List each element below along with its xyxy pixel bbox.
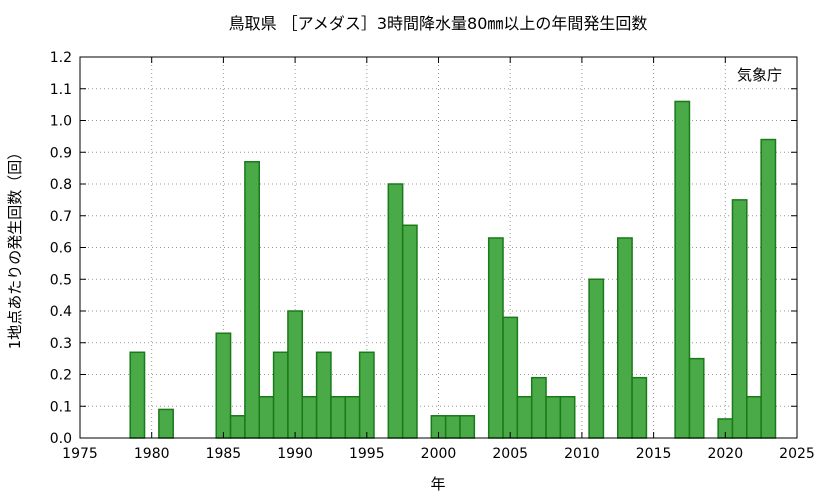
- bar-2008: [545, 395, 562, 439]
- bar-2006: [516, 395, 533, 439]
- y-tick-label: 0.0: [50, 431, 72, 447]
- bar-2005: [502, 316, 519, 439]
- bar-2014: [631, 376, 648, 439]
- bar-2022: [746, 395, 762, 439]
- y-tick-label: 1.1: [50, 82, 72, 98]
- x-tick-label: 1995: [349, 446, 385, 462]
- x-tick-labels: 1975 1980 1985 1990 1995 2000 2005 2010 2015 2020…: [62, 446, 815, 462]
- x-tick-label: 1980: [134, 446, 170, 462]
- y-tick-label: 0.5: [50, 272, 72, 288]
- bar-1995: [358, 351, 375, 439]
- chart-title: 鳥取県 ［アメダス］3時間降水量80㎜以上の年間発生回数: [229, 14, 648, 33]
- bar-1988: [258, 395, 275, 439]
- bar-1997: [387, 183, 404, 439]
- bar-1991: [301, 395, 318, 439]
- bar-2021: [731, 199, 748, 439]
- source-label: 気象庁: [737, 66, 782, 84]
- x-tick-label: 2020: [707, 446, 743, 462]
- bar-1990: [287, 310, 304, 439]
- bar-2023: [760, 138, 777, 439]
- x-tick-label: 2015: [636, 446, 672, 462]
- bar-1994: [344, 395, 361, 439]
- bar-1981: [158, 408, 174, 439]
- bar-1986: [229, 415, 246, 439]
- y-axis-title: 1地点あたりの発生回数（回）: [6, 145, 24, 350]
- bar-2013: [617, 237, 633, 439]
- y-tick-label: 0.6: [50, 241, 72, 257]
- y-tick-label: 0.7: [50, 209, 72, 225]
- bar-2007: [530, 376, 547, 439]
- ticks: [79, 56, 798, 439]
- bar-2001: [444, 415, 461, 439]
- bar-1989: [272, 351, 289, 439]
- bar-2011: [588, 278, 605, 439]
- x-tick-label: 1985: [206, 446, 242, 462]
- bar-2002: [459, 415, 476, 439]
- y-tick-label: 1.0: [50, 114, 72, 130]
- bar-2009: [559, 395, 576, 439]
- bar-1992: [315, 351, 332, 439]
- x-tick-label: 2010: [564, 446, 600, 462]
- bar-2017: [674, 100, 691, 439]
- x-tick-label: 1990: [277, 446, 313, 462]
- y-tick-label: 0.3: [50, 336, 72, 352]
- y-tick-label: 1.2: [50, 50, 72, 66]
- bars: [129, 100, 777, 439]
- x-tick-label: 2000: [421, 446, 457, 462]
- y-tick-label: 0.9: [50, 145, 72, 161]
- bar-1987: [244, 161, 261, 439]
- x-tick-label: 1975: [62, 446, 98, 462]
- bar-1993: [330, 395, 347, 439]
- bar-1985: [215, 332, 232, 439]
- bar-2018: [688, 357, 705, 439]
- y-tick-label: 0.1: [50, 399, 72, 415]
- bar-1979: [129, 351, 146, 439]
- x-tick-label: 2025: [779, 446, 815, 462]
- bar-1998: [401, 224, 418, 439]
- x-axis-title: 年: [430, 475, 445, 493]
- bar-2004: [487, 237, 504, 439]
- y-tick-label: 0.8: [50, 177, 72, 193]
- x-tick-label: 2005: [492, 446, 528, 462]
- y-tick-label: 0.4: [50, 304, 72, 320]
- y-tick-label: 0.2: [50, 368, 72, 384]
- y-tick-labels: 0.0 0.1 0.2 0.3 0.4 0.5 0.6 0.7 0.8 0.9 1.0 1.1 1.2: [50, 50, 72, 447]
